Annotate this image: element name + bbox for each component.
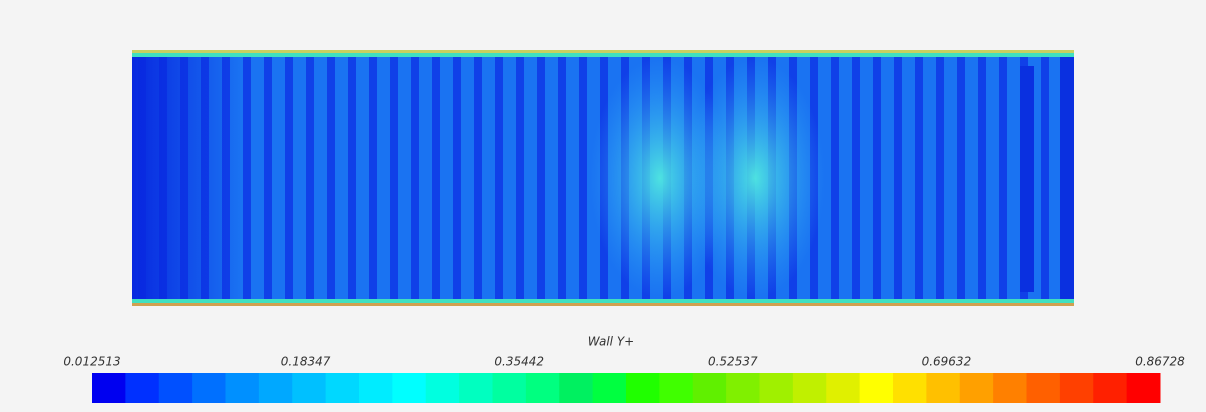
color-band: [1026, 373, 1061, 403]
color-band: [926, 373, 961, 403]
color-band: [158, 373, 193, 403]
color-band: [993, 373, 1027, 403]
top-edge: [132, 50, 1074, 53]
color-band: [92, 373, 126, 403]
colorbar-tick-label: 0.86728: [1135, 355, 1185, 369]
color-band: [192, 373, 226, 403]
colorbar-tick-label: 0.69632: [922, 355, 972, 369]
color-band: [125, 373, 160, 403]
colorbar-title: Wall Y+: [588, 335, 634, 349]
colorbar-tick-label: 0.35442: [494, 355, 544, 369]
color-band: [225, 373, 260, 403]
outlet-edge: [1060, 52, 1074, 304]
color-band: [492, 373, 527, 403]
color-band: [425, 373, 460, 403]
color-band: [1093, 373, 1128, 403]
bottom-edge: [132, 303, 1074, 306]
color-band: [792, 373, 827, 403]
color-band: [859, 373, 894, 403]
color-band: [592, 373, 627, 403]
color-band: [359, 373, 393, 403]
outlet-band: [1020, 66, 1034, 292]
color-band: [692, 373, 727, 403]
color-band: [626, 373, 660, 403]
color-band: [1059, 373, 1094, 403]
bottom-edge: [132, 299, 1074, 303]
contour-field: [132, 50, 1074, 306]
color-band: [726, 373, 760, 403]
color-band: [893, 373, 927, 403]
high-region: [685, 58, 825, 298]
colorbar-tick-label: 0.18347: [281, 355, 331, 369]
inlet-region: [132, 52, 242, 304]
color-band: [325, 373, 360, 403]
colorbar-tick-label: 0.012513: [63, 355, 120, 369]
color-band: [459, 373, 493, 403]
color-band: [759, 373, 794, 403]
color-band: [559, 373, 594, 403]
color-band: [258, 373, 293, 403]
top-edge: [132, 53, 1074, 57]
color-band: [959, 373, 994, 403]
color-band: [525, 373, 560, 403]
color-band: [1126, 373, 1161, 403]
color-band: [659, 373, 694, 403]
color-band: [292, 373, 327, 403]
color-band: [826, 373, 861, 403]
color-band: [392, 373, 427, 403]
colorbar-tick-label: 0.52537: [708, 355, 758, 369]
